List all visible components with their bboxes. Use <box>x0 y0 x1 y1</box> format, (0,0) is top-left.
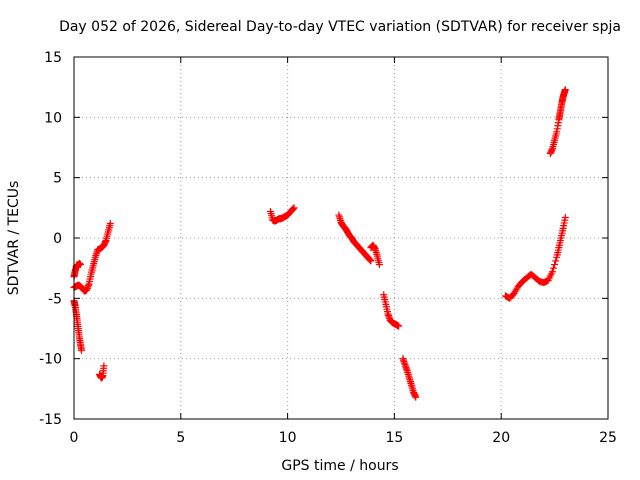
data-point-marker <box>561 86 569 94</box>
data-point-marker <box>76 261 84 269</box>
series-seg-f <box>335 211 375 265</box>
data-point-marker <box>367 257 375 265</box>
data-point-marker <box>412 393 420 401</box>
x-tick-label: 0 <box>70 430 79 446</box>
axis-ticks: 0 5 10 15 20 25 -15 -10 -5 0 5 10 15 <box>39 50 617 446</box>
data-point-marker <box>395 322 403 330</box>
x-tick-label: 25 <box>599 430 617 446</box>
y-tick-label: 15 <box>44 50 62 66</box>
data-points <box>70 86 569 401</box>
chart-title: Day 052 of 2026, Sidereal Day-to-day VTE… <box>59 19 621 35</box>
data-point-marker <box>100 362 108 370</box>
y-tick-label: -15 <box>39 412 62 428</box>
data-point-marker <box>375 261 383 269</box>
x-tick-label: 10 <box>279 430 297 446</box>
x-tick-label: 20 <box>492 430 510 446</box>
data-point-marker <box>106 220 114 228</box>
series-seg-k <box>546 86 569 158</box>
x-tick-label: 5 <box>176 430 185 446</box>
y-tick-label: -10 <box>39 352 62 368</box>
series-seg-a <box>70 259 84 281</box>
series-seg-i <box>399 355 420 401</box>
x-tick-label: 15 <box>385 430 403 446</box>
series-seg-d <box>96 362 108 382</box>
series-seg-b <box>70 220 114 295</box>
y-tick-label: -5 <box>48 291 62 307</box>
y-tick-label: 0 <box>53 231 62 247</box>
data-point-marker <box>548 268 556 276</box>
data-point-marker <box>290 204 298 212</box>
series-seg-e <box>267 204 298 225</box>
y-tick-label: 10 <box>44 110 62 126</box>
data-point-marker <box>552 257 560 265</box>
y-tick-label: 5 <box>53 171 62 187</box>
x-axis-label: GPS time / hours <box>281 458 398 474</box>
series-seg-g <box>367 241 383 269</box>
y-axis-label: SDTVAR / TECUs <box>6 181 22 296</box>
series-seg-h <box>380 291 403 330</box>
data-point-marker <box>561 213 569 221</box>
data-point-marker <box>551 261 559 269</box>
grid-lines <box>74 57 608 419</box>
series-seg-j <box>501 213 569 302</box>
data-point-marker <box>550 264 558 272</box>
data-point-marker <box>77 346 85 354</box>
